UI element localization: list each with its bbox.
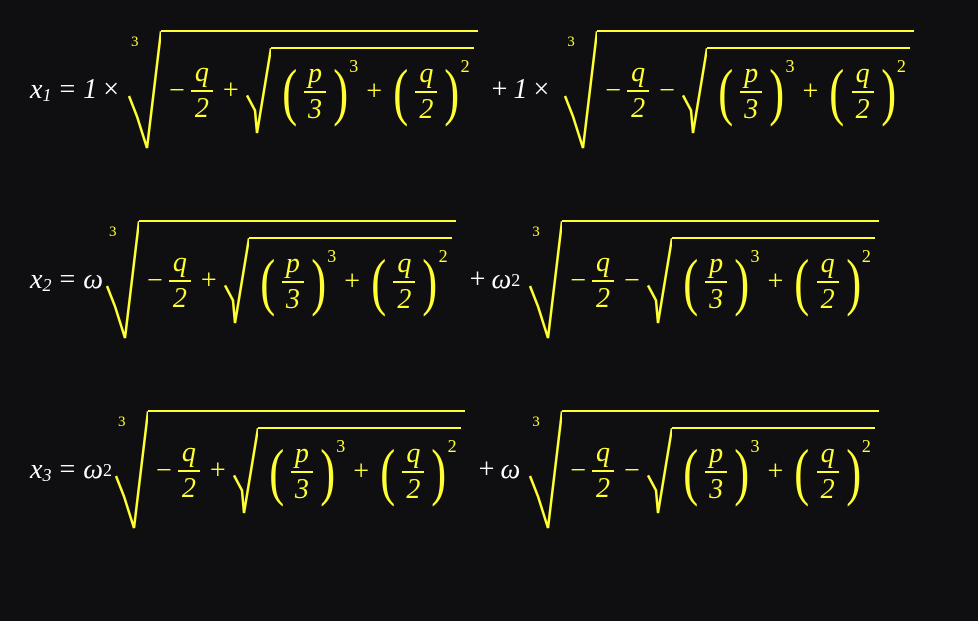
inner-sqrt: (p3)3+(q2)2 (232, 427, 461, 515)
cube-root: 3−q2−(p3)3+(q2)2 (563, 30, 914, 150)
inner-sqrt: (p3)3+(q2)2 (245, 47, 474, 135)
inner-sqrt: (p3)3+(q2)2 (223, 237, 452, 325)
inner-sqrt: (p3)3+(q2)2 (646, 237, 875, 325)
equation-row-1: x1=1×3−q2+(p3)3+(q2)2+1×3−q2−(p3)3+(q2)2 (30, 30, 958, 150)
equation-row-3: x3=ω23−q2+(p3)3+(q2)2+ω3−q2−(p3)3+(q2)2 (30, 410, 958, 530)
equation-row-2: x2=ω3−q2+(p3)3+(q2)2+ω23−q2−(p3)3+(q2)2 (30, 220, 958, 340)
cube-root: 3−q2+(p3)3+(q2)2 (127, 30, 478, 150)
cube-root: 3−q2+(p3)3+(q2)2 (114, 410, 465, 530)
cube-root: 3−q2−(p3)3+(q2)2 (528, 410, 879, 530)
lhs: x1=1× (30, 74, 125, 106)
cube-root: 3−q2+(p3)3+(q2)2 (105, 220, 456, 340)
lhs: x2=ω (30, 264, 103, 296)
lhs: x3=ω2 (30, 454, 112, 486)
inner-sqrt: (p3)3+(q2)2 (681, 47, 910, 135)
cube-root: 3−q2−(p3)3+(q2)2 (528, 220, 879, 340)
inner-sqrt: (p3)3+(q2)2 (646, 427, 875, 515)
